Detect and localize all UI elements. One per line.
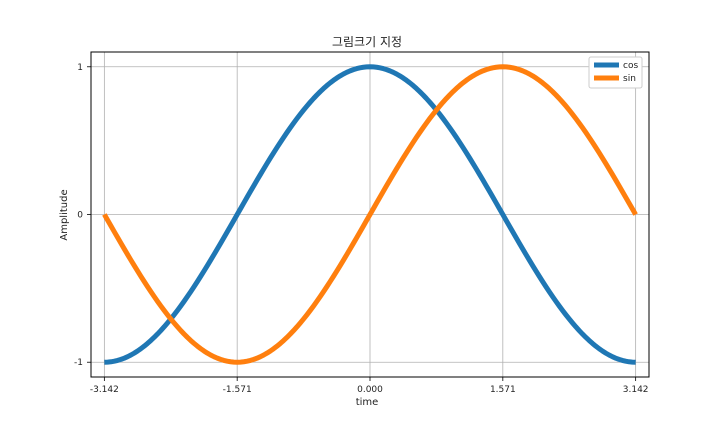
x-tick-label: 0.000 <box>357 385 383 395</box>
legend-label-cos: cos <box>623 61 638 71</box>
y-axis-label: Amplitude <box>59 189 70 240</box>
x-tick-label: 1.571 <box>490 385 516 395</box>
x-tick-label: -1.571 <box>223 385 252 395</box>
legend-label-sin: sin <box>623 74 636 84</box>
y-tick-label: 0 <box>77 211 83 221</box>
tick-labels: -3.142 -1.571 0.000 1.571 3.142 -1 0 1 <box>74 63 649 395</box>
chart-title: 그림크기 지정 <box>332 35 402 49</box>
legend: cos sin <box>588 56 643 89</box>
x-tick-label: 3.142 <box>623 385 649 395</box>
series-line-cos <box>104 64 636 365</box>
series-lines <box>102 64 638 365</box>
y-tick-label: -1 <box>74 358 83 368</box>
x-axis-label: time <box>356 397 379 408</box>
y-tick-label: 1 <box>77 63 83 73</box>
x-tick-label: -3.142 <box>90 385 119 395</box>
series-line-sin <box>102 64 638 365</box>
